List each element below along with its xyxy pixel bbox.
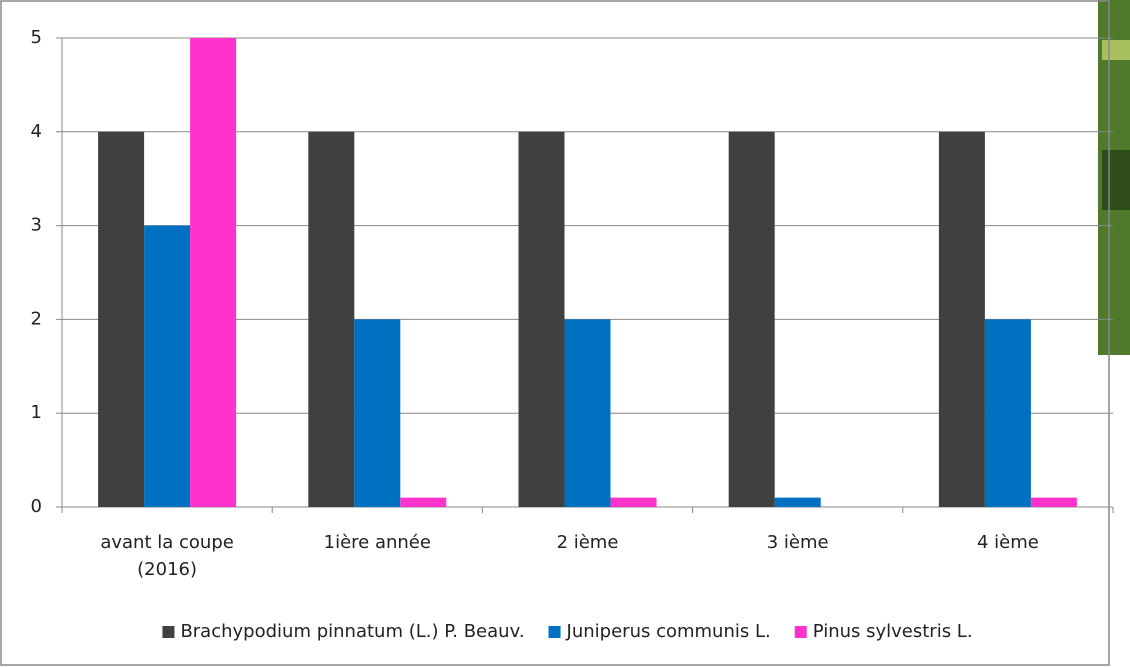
bar: [728, 131, 775, 508]
bar: [400, 497, 447, 507]
legend-swatch: [548, 626, 561, 638]
legend-label: Pinus sylvestris L.: [813, 621, 973, 642]
bar: [984, 319, 1031, 507]
bar: [564, 319, 611, 507]
bar: [98, 131, 145, 508]
legend-label: Brachypodium pinnatum (L.) P. Beauv.: [180, 621, 524, 642]
photo-detail: [1102, 150, 1130, 210]
bar: [518, 131, 565, 508]
x-tick-label: 1ière année: [323, 532, 431, 553]
bar: [308, 131, 355, 508]
bar: [190, 38, 237, 507]
y-tick-label: 3: [31, 215, 42, 236]
bar: [1030, 497, 1077, 507]
bar: [610, 497, 657, 507]
x-tick-label: 4 ième: [976, 532, 1039, 553]
legend-swatch: [794, 626, 807, 638]
y-tick-label: 0: [31, 496, 42, 517]
x-tick-label: 2 ième: [556, 532, 619, 553]
y-tick-label: 2: [31, 308, 42, 329]
y-tick-label: 4: [31, 121, 42, 142]
bar: [938, 131, 985, 508]
y-tick-label: 1: [31, 402, 42, 423]
x-tick-label: 3 ième: [766, 532, 829, 553]
legend-swatch: [162, 626, 175, 638]
bar: [144, 225, 191, 507]
photo-detail: [1102, 40, 1130, 60]
x-tick-label: avant la coupe (2016): [100, 532, 234, 580]
bar: [354, 319, 401, 507]
bar: [774, 497, 821, 507]
legend-label: Juniperus communis L.: [566, 621, 771, 642]
y-tick-label: 5: [31, 27, 42, 48]
